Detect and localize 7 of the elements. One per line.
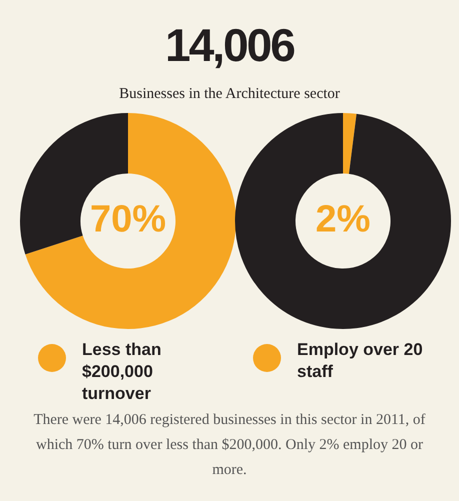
chart-subtitle: Businesses in the Architecture sector bbox=[118, 86, 341, 103]
legend-label: Less than $200,000 turnover bbox=[82, 339, 162, 405]
data-label: 2% bbox=[316, 198, 370, 240]
legend-label: Employ over 20 staff bbox=[297, 339, 424, 383]
data-label: 70% bbox=[90, 198, 166, 240]
text: There were 14,006 registered businesses in this sector in 2011, of which 70% turn over less than $200,000. Only 2% employ 20 or more. bbox=[32, 411, 426, 480]
chart-title: 14,006 bbox=[164, 18, 296, 72]
